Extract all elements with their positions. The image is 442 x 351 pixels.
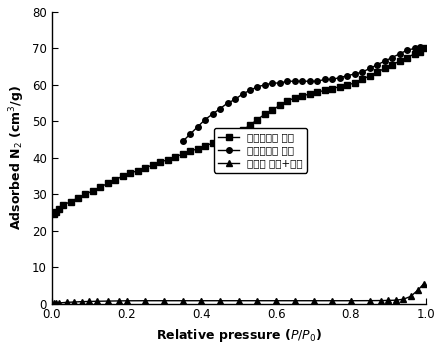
煎矸石 吸附+脱附 (57, 301, 62, 305)
磁性吸附剂 脱附 (367, 66, 372, 71)
磁性吸附剂 脱附 (307, 79, 312, 83)
煎矸石 吸附+脱附 (199, 299, 204, 303)
煎矸石 吸附+脱附 (161, 299, 167, 303)
煎矸石 吸附+脱附 (64, 300, 69, 304)
磁性吸附剂 脱附 (382, 59, 387, 63)
磁性吸附剂 脱附 (337, 75, 343, 80)
磁性吸附剂 脱附 (412, 46, 417, 51)
X-axis label: Relative pressure ($P/P_0$): Relative pressure ($P/P_0$) (156, 327, 322, 344)
磁性吸附剂 脱附 (292, 79, 297, 83)
磁性吸附剂 脱附 (352, 72, 357, 76)
煎矸石 吸附+脱附 (51, 302, 57, 306)
磁性吸附剂 吸附 (270, 108, 275, 113)
磁性吸附剂 脱附 (277, 81, 282, 85)
磁性吸附剂 脱附 (359, 70, 365, 74)
磁性吸附剂 脱附 (322, 77, 328, 81)
磁性吸附剂 脱附 (217, 106, 223, 111)
磁性吸附剂 脱附 (202, 117, 208, 121)
煎矸石 吸附+脱附 (87, 299, 92, 304)
煎矸石 吸附+脱附 (53, 301, 58, 305)
Line: 磁性吸附剂 脱附: 磁性吸附剂 脱附 (180, 44, 427, 144)
磁性吸附剂 吸附 (421, 46, 427, 51)
磁性吸附剂 吸附 (51, 212, 57, 217)
磁性吸附剂 脱附 (248, 88, 253, 92)
磁性吸附剂 脱附 (270, 81, 275, 85)
磁性吸附剂 吸附 (337, 85, 343, 89)
煎矸石 吸附+脱附 (408, 294, 413, 298)
磁性吸附剂 脱附 (180, 139, 185, 144)
磁性吸附剂 脱附 (262, 83, 267, 87)
煎矸石 吸附+脱附 (236, 299, 241, 303)
Line: 煎矸石 吸附+脱附: 煎矸石 吸附+脱附 (51, 281, 427, 306)
磁性吸附剂 脱附 (232, 97, 238, 101)
磁性吸附剂 脱附 (210, 112, 215, 116)
磁性吸附剂 吸附 (285, 99, 290, 104)
煎矸石 吸附+脱附 (72, 300, 77, 304)
煎矸石 吸附+脱附 (386, 298, 391, 303)
煎矸石 吸附+脱附 (79, 299, 84, 304)
磁性吸附剂 脱附 (404, 48, 410, 52)
Legend: 磁性吸附剂 吸附, 磁性吸附剂 脱附, 煎矸石 吸附+脱附: 磁性吸附剂 吸附, 磁性吸附剂 脱附, 煎矸石 吸附+脱附 (214, 128, 307, 173)
磁性吸附剂 吸附 (262, 112, 267, 116)
磁性吸附剂 脱附 (300, 79, 305, 83)
磁性吸附剂 吸附 (143, 166, 148, 170)
磁性吸附剂 脱附 (397, 52, 402, 56)
煎矸石 吸附+脱附 (124, 299, 129, 303)
磁性吸附剂 脱附 (225, 101, 230, 105)
煎矸石 吸附+脱附 (421, 282, 427, 286)
磁性吸附剂 脱附 (389, 55, 395, 60)
磁性吸附剂 脱附 (421, 46, 427, 51)
磁性吸附剂 脱附 (285, 79, 290, 83)
煎矸石 吸附+脱附 (330, 299, 335, 303)
煎矸石 吸附+脱附 (274, 299, 279, 303)
Line: 磁性吸附剂 吸附: 磁性吸附剂 吸附 (51, 46, 427, 217)
煎矸石 吸附+脱附 (143, 299, 148, 303)
Y-axis label: Adsorbed N$_2$ (cm$^3$/g): Adsorbed N$_2$ (cm$^3$/g) (7, 85, 27, 230)
煎矸石 吸附+脱附 (415, 288, 421, 292)
磁性吸附剂 脱附 (255, 85, 260, 89)
煎矸石 吸附+脱附 (348, 299, 354, 303)
磁性吸附剂 脱附 (418, 45, 423, 49)
煎矸石 吸附+脱附 (180, 299, 185, 303)
煎矸石 吸附+脱附 (292, 299, 297, 303)
煎矸石 吸附+脱附 (117, 299, 122, 303)
煎矸石 吸附+脱附 (217, 299, 223, 303)
煎矸石 吸附+脱附 (105, 299, 110, 303)
煎矸石 吸附+脱附 (255, 299, 260, 303)
磁性吸附剂 脱附 (240, 92, 245, 96)
煎矸石 吸附+脱附 (94, 299, 99, 303)
磁性吸附剂 脱附 (315, 79, 320, 83)
煎矸石 吸附+脱附 (311, 299, 316, 303)
磁性吸附剂 吸附 (382, 66, 387, 71)
磁性吸附剂 脱附 (345, 74, 350, 78)
煎矸石 吸附+脱附 (378, 298, 384, 303)
磁性吸附剂 脱附 (374, 63, 380, 67)
煎矸石 吸附+脱附 (400, 297, 406, 302)
煎矸石 吸附+脱附 (393, 298, 399, 302)
磁性吸附剂 脱附 (330, 77, 335, 81)
煎矸石 吸附+脱附 (367, 299, 372, 303)
磁性吸附剂 脱附 (187, 132, 193, 136)
磁性吸附剂 脱附 (195, 125, 200, 129)
